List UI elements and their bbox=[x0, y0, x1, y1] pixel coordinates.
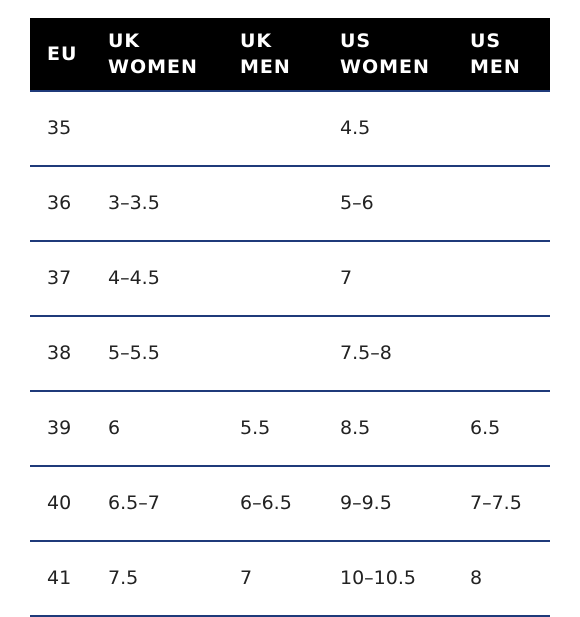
header-text: WOMEN bbox=[108, 56, 198, 78]
table-row: 37 4–4.5 7 bbox=[30, 242, 550, 317]
table-cell: 3–3.5 bbox=[108, 192, 160, 214]
table-cell: 6.5 bbox=[470, 417, 501, 439]
table-cell: 5–5.5 bbox=[108, 342, 160, 364]
header-text: UK bbox=[240, 30, 273, 52]
page: EU UK WOMEN UK MEN US WOMEN US MEN 35 4.5 36 3–3.5 5–… bbox=[30, 18, 550, 617]
table-cell: 7 bbox=[340, 267, 353, 289]
table-row: 39 6 5.5 8.5 6.5 bbox=[30, 392, 550, 467]
header-cell: US WOMEN bbox=[340, 18, 430, 90]
header-cell: UK MEN bbox=[240, 18, 291, 90]
table-cell: 8.5 bbox=[340, 417, 371, 439]
table-row: 38 5–5.5 7.5–8 bbox=[30, 317, 550, 392]
table-cell: 7–7.5 bbox=[470, 492, 522, 514]
header-text: US bbox=[470, 30, 502, 52]
table-row: 40 6.5–7 6–6.5 9–9.5 7–7.5 bbox=[30, 467, 550, 542]
header-cell: EU bbox=[47, 18, 77, 90]
header-cell: US MEN bbox=[470, 18, 521, 90]
table-cell: 6.5–7 bbox=[108, 492, 160, 514]
table-cell: 5–6 bbox=[340, 192, 374, 214]
header-cell: UK WOMEN bbox=[108, 18, 198, 90]
table-cell: 38 bbox=[47, 342, 72, 364]
table-cell: 9–9.5 bbox=[340, 492, 392, 514]
header-text: US bbox=[340, 30, 372, 52]
table-cell: 4–4.5 bbox=[108, 267, 160, 289]
table-cell: 10–10.5 bbox=[340, 567, 416, 589]
table-header: EU UK WOMEN UK MEN US WOMEN US MEN bbox=[30, 18, 550, 92]
table-row: 36 3–3.5 5–6 bbox=[30, 167, 550, 242]
table-cell: 6 bbox=[108, 417, 121, 439]
table-cell: 37 bbox=[47, 267, 72, 289]
header-text: EU bbox=[47, 43, 78, 65]
table-cell: 4.5 bbox=[340, 117, 371, 139]
table-cell: 40 bbox=[47, 492, 72, 514]
table-cell: 8 bbox=[470, 567, 483, 589]
table-row: 35 4.5 bbox=[30, 92, 550, 167]
table-cell: 6–6.5 bbox=[240, 492, 292, 514]
table-cell: 41 bbox=[47, 567, 72, 589]
header-text: MEN bbox=[470, 56, 521, 78]
table-cell: 39 bbox=[47, 417, 72, 439]
size-table: EU UK WOMEN UK MEN US WOMEN US MEN 35 4.5 36 3–3.5 5–… bbox=[30, 18, 550, 617]
table-cell: 35 bbox=[47, 117, 72, 139]
table-cell: 36 bbox=[47, 192, 72, 214]
header-text: MEN bbox=[240, 56, 291, 78]
header-text: WOMEN bbox=[340, 56, 430, 78]
table-cell: 7.5–8 bbox=[340, 342, 392, 364]
table-cell: 7 bbox=[240, 567, 253, 589]
table-cell: 5.5 bbox=[240, 417, 271, 439]
header-text: UK bbox=[108, 30, 141, 52]
table-cell: 7.5 bbox=[108, 567, 139, 589]
